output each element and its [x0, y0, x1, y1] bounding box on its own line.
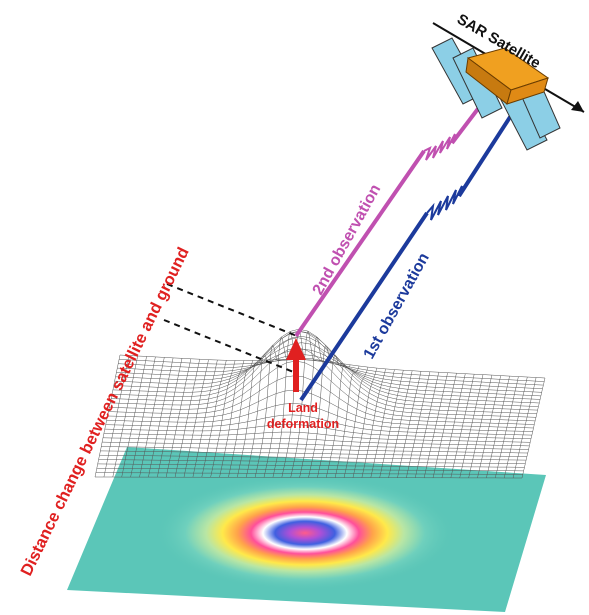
distance-dashed-lines: [163, 283, 298, 374]
mesh-column-line: [334, 365, 360, 478]
mesh-column-line: [219, 360, 245, 478]
mesh-column-line: [165, 358, 192, 478]
mesh-column-line: [317, 355, 342, 478]
mesh-column-line: [245, 354, 271, 478]
up-arrow-icon: [286, 338, 306, 392]
mesh-column-line: [299, 336, 324, 478]
mesh-row-line: [112, 328, 539, 407]
mesh-column-line: [379, 370, 404, 478]
first-observation-ray: [299, 112, 514, 402]
mesh-column-line: [326, 364, 351, 478]
mesh-column-line: [183, 359, 209, 478]
mesh-column-line: [210, 360, 236, 478]
mesh-column-line: [343, 367, 369, 478]
mesh-column-line: [352, 368, 378, 478]
mesh-column-line: [521, 377, 546, 479]
mesh-column-line: [370, 369, 395, 478]
mesh-column-line: [495, 376, 519, 478]
mesh-column-line: [174, 359, 200, 478]
mesh-column-line: [112, 355, 138, 478]
land-deformation-label-line1: Land: [288, 401, 318, 415]
mesh-column-line: [254, 345, 280, 478]
first-observation-label: 1st observation: [361, 250, 433, 362]
mesh-column-line: [477, 375, 501, 478]
mesh-column-line: [139, 357, 165, 478]
mesh-column-line: [432, 373, 457, 478]
mesh-column-line: [415, 372, 440, 478]
mesh-column-line: [103, 355, 130, 478]
mesh-row-line: [119, 359, 545, 382]
second-observation-label: 2nd observation: [310, 182, 385, 298]
mesh-column-line: [441, 373, 466, 478]
mesh-column-line: [512, 377, 537, 479]
mesh-column-line: [121, 356, 147, 478]
mesh-column-line: [459, 374, 484, 478]
mesh-column-line: [308, 344, 333, 478]
mesh-column-line: [94, 354, 121, 478]
mesh-column-line: [423, 372, 448, 478]
mesh-column-line: [503, 376, 528, 479]
satellite-icon: [431, 22, 585, 151]
mesh-column-line: [397, 371, 422, 478]
mesh-row-line: [111, 337, 537, 414]
mesh-column-line: [406, 371, 431, 478]
mesh-column-line: [148, 357, 174, 478]
mesh-column-line: [263, 336, 289, 478]
mesh-column-line: [192, 359, 218, 478]
interferogram-plane: [67, 447, 546, 612]
land-deformation-label-line2: deformation: [267, 417, 339, 431]
mesh-column-line: [228, 360, 254, 478]
mesh-column-line: [468, 375, 493, 478]
mesh-column-line: [130, 356, 156, 478]
deformation-mesh: [94, 328, 546, 479]
mesh-column-line: [157, 358, 183, 478]
mesh-column-line: [486, 376, 510, 478]
mesh-column-line: [450, 374, 475, 478]
mesh-column-line: [290, 330, 315, 478]
mesh-column-line: [201, 360, 227, 478]
mesh-column-line: [388, 370, 413, 478]
mesh-column-line: [361, 368, 386, 478]
mesh-column-line: [237, 360, 262, 478]
